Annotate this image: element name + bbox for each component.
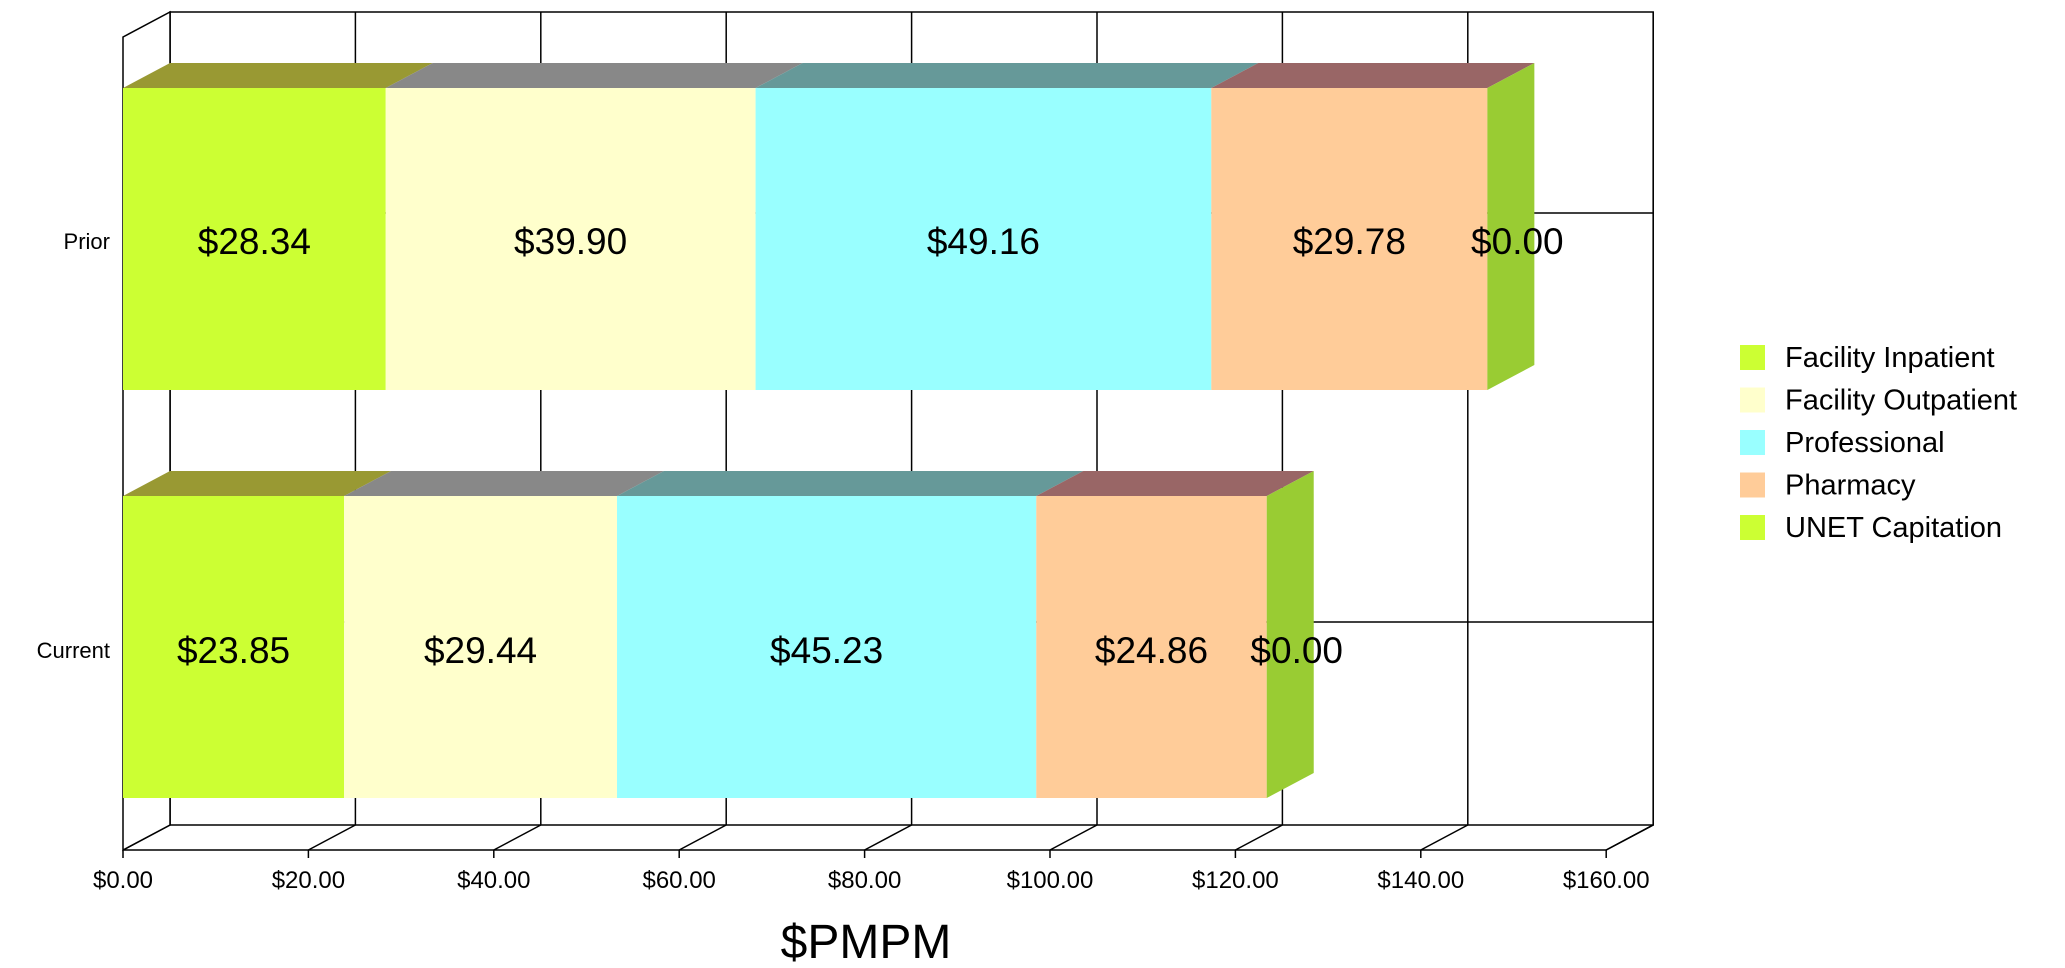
- legend-swatch: [1740, 472, 1765, 498]
- legend-label: Facility Outpatient: [1785, 385, 2017, 417]
- legend-swatch: [1740, 387, 1765, 413]
- category-label: Current: [37, 638, 110, 663]
- x-tick-label: $20.00: [272, 867, 345, 894]
- bars: [123, 63, 1535, 798]
- data-label: $24.86: [1095, 630, 1208, 671]
- floor-gridline: [308, 824, 356, 851]
- bar-top-face: [385, 63, 803, 88]
- floor-gridline: [493, 824, 542, 851]
- bar-segment: [123, 496, 345, 798]
- x-tick-label: $0.00: [93, 867, 153, 894]
- bar-end-face: [1487, 63, 1535, 390]
- floor-gridline: [864, 824, 912, 851]
- data-label: $39.90: [514, 221, 627, 262]
- data-label: $29.44: [424, 630, 537, 671]
- data-label: $0.00: [1471, 221, 1564, 262]
- x-tick-label: $140.00: [1377, 867, 1464, 894]
- floor-gridline: [678, 824, 727, 851]
- bar-top-face: [755, 63, 1259, 88]
- data-label: $28.34: [198, 221, 311, 262]
- floor-gridline: [1420, 824, 1469, 851]
- x-tick-label: $40.00: [457, 867, 530, 894]
- floor-edge: [1605, 824, 1654, 851]
- bar-segment: [1036, 496, 1267, 798]
- data-label: $49.16: [927, 221, 1040, 262]
- data-label: $45.23: [770, 630, 883, 671]
- bar-top-face: [1036, 471, 1314, 496]
- bar-segment: [755, 88, 1212, 390]
- legend-swatch: [1740, 345, 1765, 370]
- floor-gridline: [1049, 824, 1098, 851]
- bar-segment: [385, 88, 756, 390]
- bar-top-face: [123, 471, 392, 496]
- x-tick-label: $80.00: [828, 867, 901, 894]
- legend-swatch: [1740, 515, 1765, 540]
- bar-segment: [1211, 88, 1488, 390]
- bar-top-face: [123, 63, 433, 88]
- legend-label: UNET Capitation: [1785, 512, 2002, 544]
- data-label: $23.85: [177, 630, 290, 671]
- legend-label: Facility Inpatient: [1785, 342, 1995, 374]
- legend: Facility Inpatient Facility Outpatient Pro…: [1740, 342, 2017, 544]
- x-tick-label: $120.00: [1192, 867, 1279, 894]
- legend-label: Professional: [1785, 427, 1945, 459]
- data-label: $0.00: [1250, 630, 1343, 671]
- data-labels: $28.34 $39.90 $49.16 $29.78 $0.00 $23.85 $29.4…: [177, 221, 1564, 671]
- data-label: $29.78: [1293, 221, 1406, 262]
- legend-label: Pharmacy: [1785, 470, 1916, 502]
- legend-swatch: [1740, 430, 1765, 455]
- bar-segment: [123, 88, 386, 390]
- x-axis-title: $PMPM: [781, 916, 952, 968]
- category-label: Prior: [64, 229, 110, 254]
- bar-end-face: [1266, 471, 1314, 798]
- x-tick-label: $100.00: [1007, 867, 1094, 894]
- bar-top-face: [1211, 63, 1535, 88]
- bar-segment: [616, 496, 1037, 798]
- axes: $0.00 $20.00 $40.00 $60.00 $80.00 $100.00 $120…: [37, 229, 1654, 894]
- x-tick-label: $160.00: [1563, 867, 1650, 894]
- bar-top-face: [344, 471, 664, 496]
- bar-segment: [344, 496, 617, 798]
- bar-top-face: [616, 471, 1084, 496]
- x-tick-label: $60.00: [642, 867, 715, 894]
- floor-gridline: [1235, 824, 1283, 851]
